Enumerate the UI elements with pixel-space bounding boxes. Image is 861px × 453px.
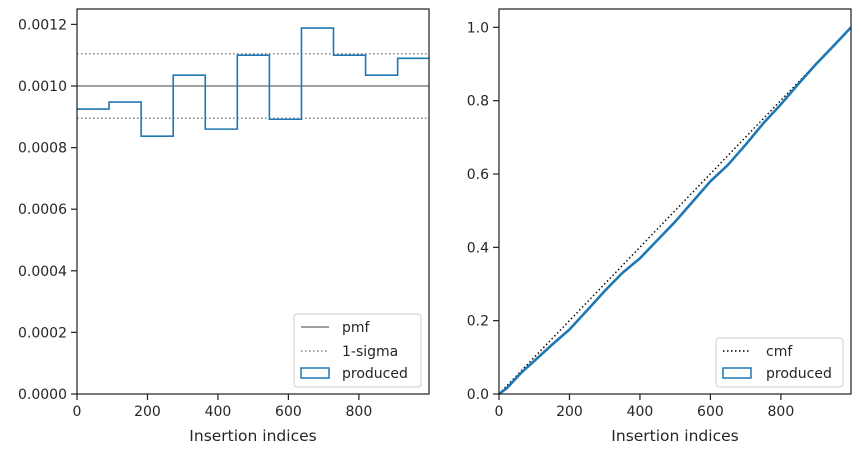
legend-pmf-label: pmf — [342, 320, 371, 336]
right-x-tick-label: 800 — [768, 404, 795, 420]
right-plot-frame — [498, 8, 852, 395]
left-y-tick-label: 0.0000 — [18, 387, 67, 403]
left-reference-lines — [77, 53, 429, 119]
left-pmf-chart: 0 200 400 600 800 0.00000.00020.00040.00060.… — [18, 8, 430, 445]
right-legend: cmf produced — [715, 337, 844, 388]
right-y-tick-label: 0.6 — [467, 167, 489, 183]
right-y-tick-label: 0.8 — [467, 94, 489, 110]
right-y-tick-label: 0.4 — [467, 240, 489, 256]
legend-produced-swatch — [300, 367, 330, 379]
right-y-tick-label: 1.0 — [467, 20, 489, 36]
left-y-tick-label: 0.0004 — [18, 264, 67, 280]
right-x-tick-label: 400 — [627, 404, 654, 420]
left-x-tick-label: 800 — [346, 404, 373, 420]
left-x-tick-label: 0 — [73, 404, 82, 420]
left-y-tick-label: 0.0010 — [18, 79, 67, 95]
right-x-tick-label: 200 — [556, 404, 583, 420]
left-x-axis-label: Insertion indices — [189, 427, 316, 445]
legend-produced-label: produced — [766, 366, 832, 382]
right-x-axis-label: Insertion indices — [611, 427, 738, 445]
right-y-tick-label: 0.0 — [467, 387, 489, 403]
left-plot-frame — [76, 8, 430, 395]
right-y-ticks: 0.0 0.2 0.4 0.6 0.8 1.0 — [467, 20, 499, 403]
left-x-tick-label: 200 — [134, 404, 161, 420]
right-x-ticks: 0 200 400 600 800 — [495, 394, 795, 420]
left-series — [77, 27, 429, 137]
cmf-line — [498, 26, 852, 395]
left-y-tick-label: 0.0012 — [18, 17, 67, 33]
legend-produced-swatch — [722, 367, 752, 379]
right-y-tick-label: 0.2 — [467, 314, 489, 330]
left-y-tick-label: 0.0008 — [18, 141, 67, 157]
right-plot-area — [499, 9, 851, 394]
left-y-ticks: 0.0000 0.0002 0.0004 0.0006 0.0008 0.0010 0.00… — [18, 17, 77, 403]
right-series — [498, 26, 852, 396]
left-legend: pmf 1-sigma produced — [293, 313, 422, 388]
left-y-tick-label: 0.0002 — [18, 325, 67, 341]
produced-histogram — [77, 27, 429, 137]
legend-1-sigma-label: 1-sigma — [342, 344, 398, 360]
legend-produced-label: produced — [342, 366, 408, 382]
produced-cumulative-line — [498, 26, 852, 396]
right-x-tick-label: 600 — [697, 404, 724, 420]
left-y-tick-label: 0.0006 — [18, 202, 67, 218]
left-x-tick-label: 600 — [275, 404, 302, 420]
legend-cmf-label: cmf — [766, 344, 793, 360]
left-x-tick-label: 400 — [205, 404, 232, 420]
right-cmf-chart: 0 200 400 600 800 0.0 0.2 0.4 0.6 0.8 1.0 Inserti… — [467, 8, 852, 445]
left-x-ticks: 0 200 400 600 800 — [73, 394, 373, 420]
right-x-tick-label: 0 — [495, 404, 504, 420]
